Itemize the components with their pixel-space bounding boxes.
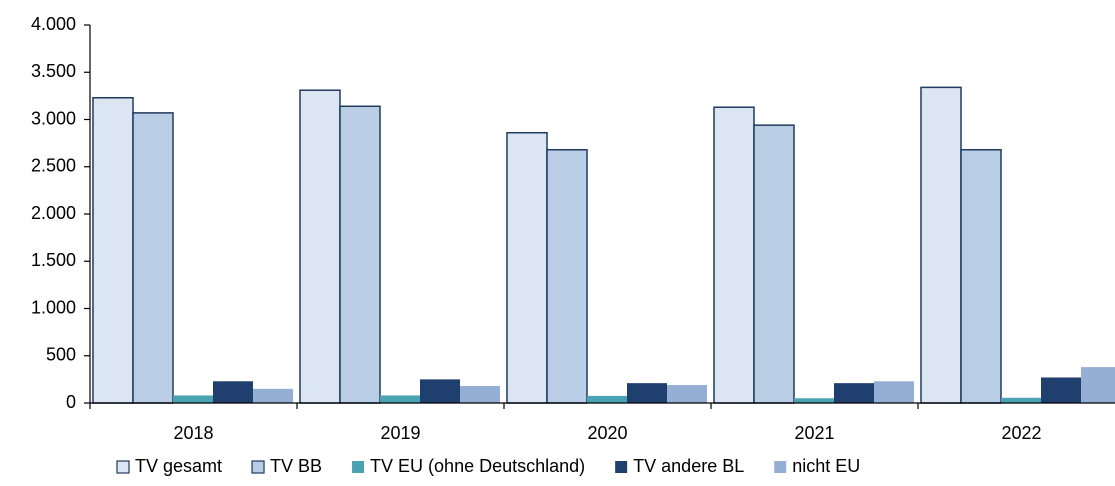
bar <box>546 148 588 404</box>
x-tick-label: 2020 <box>587 423 627 443</box>
bar <box>380 395 420 403</box>
y-tick-label: 4.000 <box>31 14 76 34</box>
y-tick-label: 1.500 <box>31 250 76 270</box>
y-tick-label: 1.000 <box>31 297 76 317</box>
bar <box>92 97 134 404</box>
legend-label: TV BB <box>270 456 322 476</box>
bar <box>173 395 213 403</box>
bar <box>253 388 293 403</box>
bar <box>1001 397 1041 403</box>
x-tick-label: 2019 <box>380 423 420 443</box>
legend-label: TV EU (ohne Deutschland) <box>370 456 585 476</box>
legend-swatch <box>352 461 365 473</box>
legend-label: TV andere BL <box>633 456 744 476</box>
bar <box>339 105 381 404</box>
y-tick-label: 2.500 <box>31 156 76 176</box>
bar <box>1081 367 1115 403</box>
legend-swatch <box>251 460 265 474</box>
bar <box>960 148 1002 404</box>
bar <box>920 86 962 404</box>
bar <box>299 89 341 404</box>
bar <box>794 398 834 403</box>
x-tick-label: 2021 <box>794 423 834 443</box>
y-tick-label: 3.000 <box>31 108 76 128</box>
legend-swatch <box>615 461 628 473</box>
bar <box>874 381 914 403</box>
bar <box>587 395 627 403</box>
legend-swatch <box>116 460 130 474</box>
bar <box>213 381 253 403</box>
y-tick-label: 0 <box>66 392 76 412</box>
bar <box>667 385 707 403</box>
bar <box>132 112 174 404</box>
bar <box>460 385 500 403</box>
bar <box>506 131 548 404</box>
x-tick-label: 2018 <box>173 423 213 443</box>
bar <box>420 379 460 403</box>
legend-label: nicht EU <box>792 456 860 476</box>
bar <box>1041 377 1081 403</box>
y-tick-label: 500 <box>46 345 76 365</box>
bar <box>753 124 795 404</box>
bar <box>627 383 667 403</box>
x-tick-label: 2022 <box>1001 423 1041 443</box>
y-tick-label: 2.000 <box>31 203 76 223</box>
bar <box>834 383 874 403</box>
y-tick-label: 3.500 <box>31 61 76 81</box>
legend-label: TV gesamt <box>135 456 222 476</box>
bar <box>713 106 755 404</box>
legend-swatch <box>774 461 787 473</box>
